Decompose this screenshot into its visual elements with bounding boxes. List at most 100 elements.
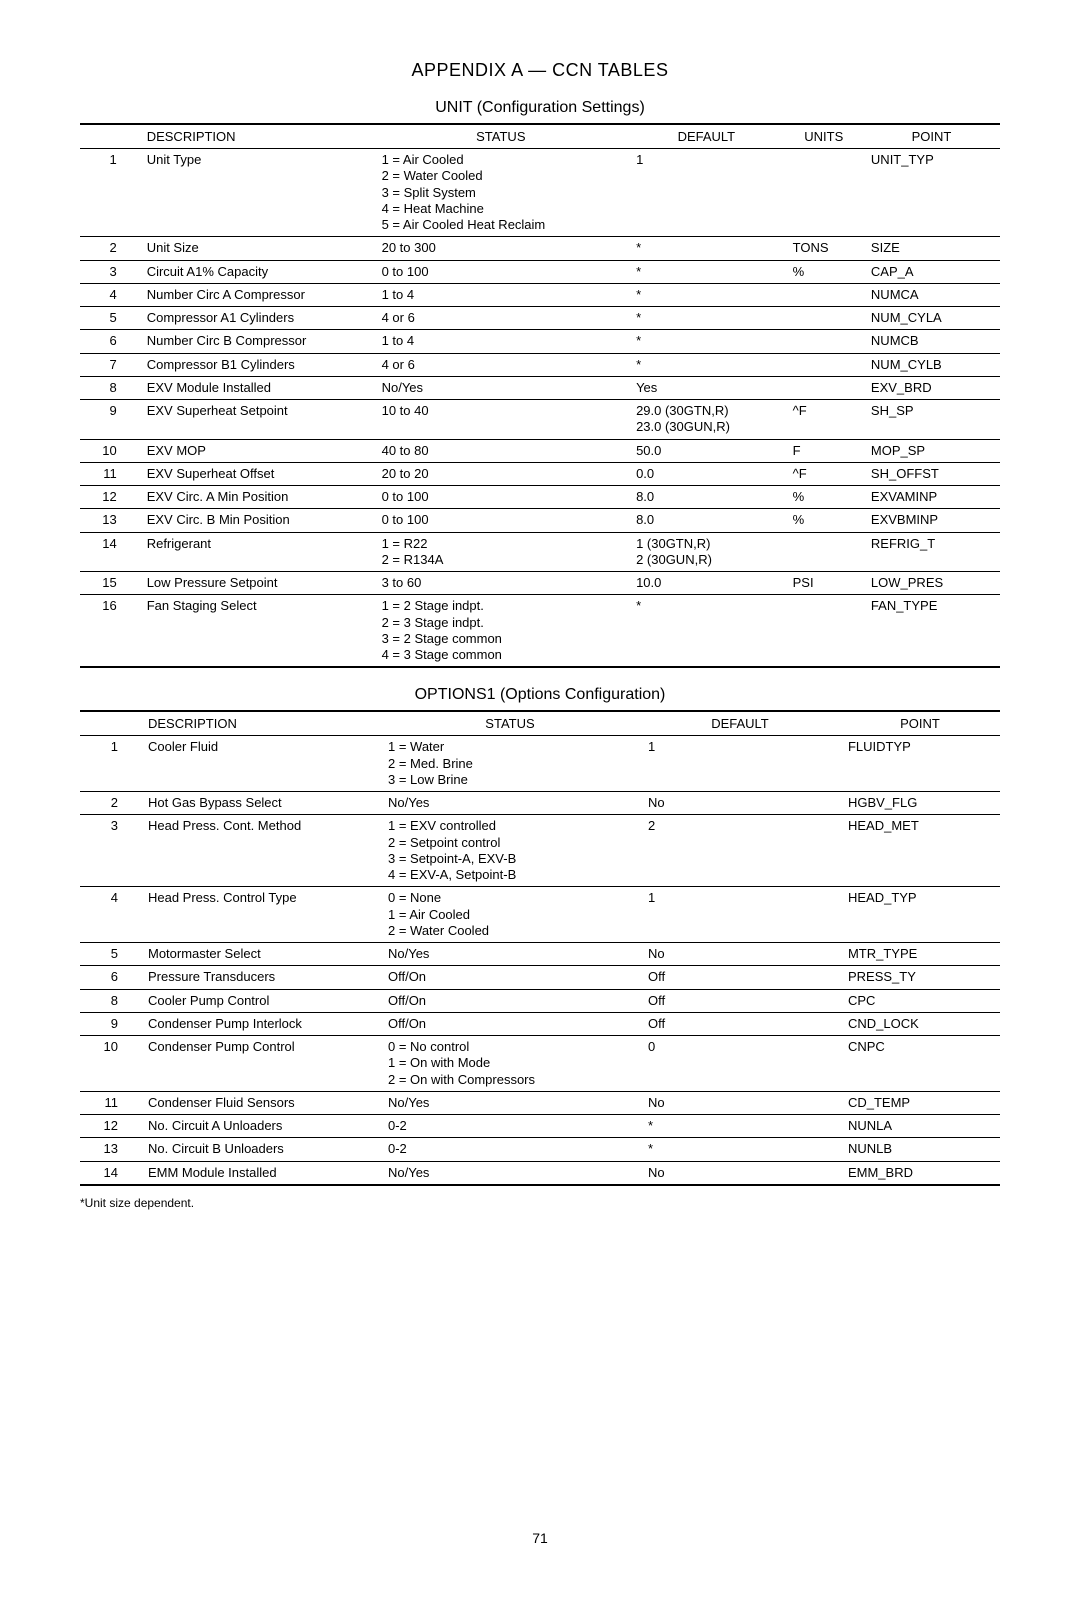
row-desc: Cooler Pump Control [140, 989, 380, 1012]
row-idx: 6 [80, 966, 140, 989]
row-desc: EMM Module Installed [140, 1161, 380, 1185]
row-desc: Head Press. Control Type [140, 887, 380, 943]
row-default: 29.0 (30GTN,R) 23.0 (30GUN,R) [628, 400, 785, 440]
row-desc: No. Circuit B Unloaders [140, 1138, 380, 1161]
row-default: 50.0 [628, 439, 785, 462]
row-default: * [640, 1138, 840, 1161]
row-default: 8.0 [628, 486, 785, 509]
row-default: * [628, 283, 785, 306]
row-point: NUM_CYLB [863, 353, 1000, 376]
row-status: 0-2 [380, 1138, 640, 1161]
row-point: NUM_CYLA [863, 307, 1000, 330]
row-units: TONS [785, 237, 863, 260]
row-idx: 2 [80, 792, 140, 815]
row-desc: Refrigerant [139, 532, 374, 572]
row-point: FAN_TYPE [863, 595, 1000, 668]
row-default: No [640, 943, 840, 966]
table-row: 8Cooler Pump ControlOff/OnOffCPC [80, 989, 1000, 1012]
t1-h-status: STATUS [374, 124, 628, 149]
row-default: 2 [640, 815, 840, 887]
row-idx: 1 [80, 149, 139, 237]
row-desc: Motormaster Select [140, 943, 380, 966]
row-units: PSI [785, 572, 863, 595]
row-desc: No. Circuit A Unloaders [140, 1115, 380, 1138]
row-desc: EXV Module Installed [139, 376, 374, 399]
table-row: 6Number Circ B Compressor1 to 4*NUMCB [80, 330, 1000, 353]
row-idx: 7 [80, 353, 139, 376]
footnote: *Unit size dependent. [80, 1196, 1000, 1210]
row-point: NUNLA [840, 1115, 1000, 1138]
row-default: * [628, 595, 785, 668]
table-row: 12No. Circuit A Unloaders0-2*NUNLA [80, 1115, 1000, 1138]
row-idx: 3 [80, 815, 140, 887]
row-point: FLUIDTYP [840, 736, 1000, 792]
row-desc: EXV MOP [139, 439, 374, 462]
t2-h-point: POINT [840, 711, 1000, 736]
unit-config-table: DESCRIPTION STATUS DEFAULT UNITS POINT 1… [80, 123, 1000, 668]
t2-h-status: STATUS [380, 711, 640, 736]
page-title: APPENDIX A — CCN TABLES [80, 60, 1000, 81]
t1-h-point: POINT [863, 124, 1000, 149]
table-row: 15Low Pressure Setpoint3 to 6010.0PSILOW… [80, 572, 1000, 595]
row-status: Off/On [380, 989, 640, 1012]
table-row: 11Condenser Fluid SensorsNo/YesNoCD_TEMP [80, 1091, 1000, 1114]
table-row: 16Fan Staging Select1 = 2 Stage indpt. 2… [80, 595, 1000, 668]
table-row: 14EMM Module InstalledNo/YesNoEMM_BRD [80, 1161, 1000, 1185]
row-desc: Condenser Pump Interlock [140, 1012, 380, 1035]
t2-h-def: DEFAULT [640, 711, 840, 736]
row-default: Off [640, 966, 840, 989]
table-row: 14Refrigerant1 = R22 2 = R134A1 (30GTN,R… [80, 532, 1000, 572]
row-units [785, 532, 863, 572]
row-units: ^F [785, 400, 863, 440]
row-desc: Compressor A1 Cylinders [139, 307, 374, 330]
row-point: NUMCA [863, 283, 1000, 306]
row-point: EXV_BRD [863, 376, 1000, 399]
t2-h-desc: DESCRIPTION [140, 711, 380, 736]
table-row: 5Motormaster SelectNo/YesNoMTR_TYPE [80, 943, 1000, 966]
row-desc: EXV Circ. B Min Position [139, 509, 374, 532]
row-default: * [628, 330, 785, 353]
row-default: * [628, 237, 785, 260]
row-units: F [785, 439, 863, 462]
row-point: EMM_BRD [840, 1161, 1000, 1185]
row-desc: Compressor B1 Cylinders [139, 353, 374, 376]
row-status: 4 or 6 [374, 307, 628, 330]
row-status: No/Yes [380, 792, 640, 815]
row-status: 0 = No control 1 = On with Mode 2 = On w… [380, 1036, 640, 1092]
row-idx: 2 [80, 237, 139, 260]
row-units [785, 307, 863, 330]
row-desc: Cooler Fluid [140, 736, 380, 792]
row-status: 0 to 100 [374, 260, 628, 283]
row-point: MOP_SP [863, 439, 1000, 462]
row-status: Off/On [380, 1012, 640, 1035]
row-point: CNPC [840, 1036, 1000, 1092]
row-point: NUNLB [840, 1138, 1000, 1161]
row-units [785, 353, 863, 376]
row-desc: EXV Circ. A Min Position [139, 486, 374, 509]
row-desc: Fan Staging Select [139, 595, 374, 668]
table-row: 5Compressor A1 Cylinders4 or 6*NUM_CYLA [80, 307, 1000, 330]
row-default: * [628, 353, 785, 376]
row-point: HEAD_TYP [840, 887, 1000, 943]
row-idx: 3 [80, 260, 139, 283]
row-default: * [628, 307, 785, 330]
table-row: 2Hot Gas Bypass SelectNo/YesNoHGBV_FLG [80, 792, 1000, 815]
row-idx: 9 [80, 400, 139, 440]
t1-h-idx [80, 124, 139, 149]
row-status: 1 = Water 2 = Med. Brine 3 = Low Brine [380, 736, 640, 792]
row-status: Off/On [380, 966, 640, 989]
row-default: No [640, 792, 840, 815]
row-default: No [640, 1161, 840, 1185]
table-row: 1 Cooler Fluid1 = Water 2 = Med. Brine 3 … [80, 736, 1000, 792]
row-status: No/Yes [380, 943, 640, 966]
row-units: % [785, 486, 863, 509]
row-status: No/Yes [380, 1161, 640, 1185]
row-default: 1 [640, 736, 840, 792]
row-point: NUMCB [863, 330, 1000, 353]
row-default: 1 [640, 887, 840, 943]
row-default: Off [640, 989, 840, 1012]
row-point: EXVAMINP [863, 486, 1000, 509]
row-idx: 11 [80, 1091, 140, 1114]
table-row: 7Compressor B1 Cylinders4 or 6*NUM_CYLB [80, 353, 1000, 376]
row-idx: 12 [80, 1115, 140, 1138]
